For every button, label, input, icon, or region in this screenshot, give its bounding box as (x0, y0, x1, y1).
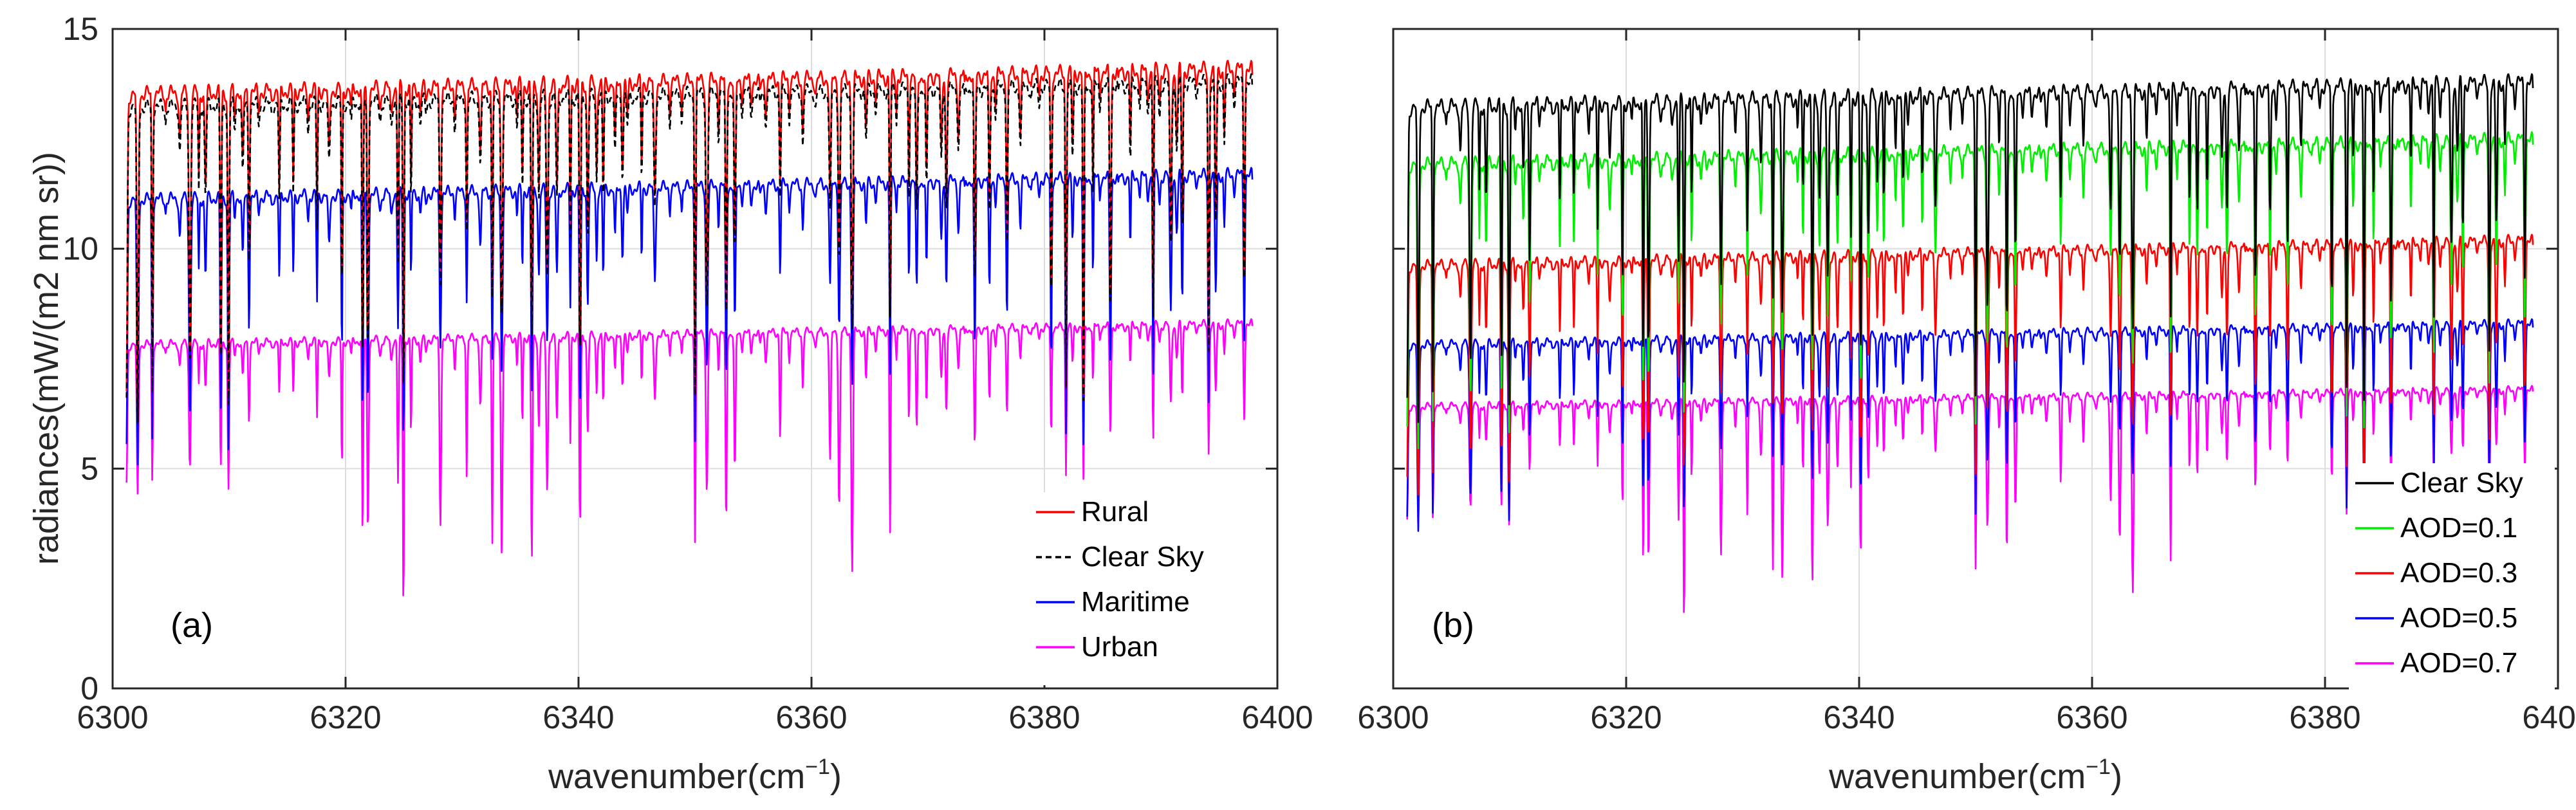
legend-label: Clear Sky (2400, 467, 2523, 499)
legend-box (2349, 463, 2555, 701)
legend-label: AOD=0.5 (2400, 602, 2517, 634)
series-line-clear-sky (125, 73, 1254, 423)
panel-b-x-axis-title: wavenumber(cm−1) (1828, 755, 2122, 796)
legend-label: Clear Sky (1081, 541, 1204, 573)
legend-box (1030, 492, 1268, 685)
legend-label: AOD=0.7 (2400, 647, 2517, 679)
x-tick-label: 6400 (2522, 699, 2576, 735)
y-tick-label: 10 (62, 231, 98, 267)
y-tick-label: 0 (80, 670, 98, 706)
panel-a-ticks (111, 28, 1279, 690)
panel-a-label: (a) (171, 606, 213, 645)
panel-b-label: (b) (1432, 606, 1474, 645)
panel-a-y-tick-labels: 0 5 10 15 (62, 11, 98, 706)
panel-a-y-axis-title: radiances(mW/(m2 nm sr)) (27, 152, 66, 565)
legend-label: AOD=0.1 (2400, 512, 2517, 544)
x-tick-label: 6400 (1241, 699, 1313, 735)
x-tick-label: 6320 (1590, 699, 1662, 735)
x-tick-label: 6360 (775, 699, 847, 735)
legend-label: AOD=0.3 (2400, 557, 2517, 589)
legend-label: Rural (1081, 496, 1149, 528)
panel-a-x-axis-title: wavenumber(cm−1) (548, 755, 842, 796)
x-tick-label: 6300 (1357, 699, 1429, 735)
y-tick-label: 15 (62, 11, 98, 47)
panel-b-x-tick-labels: 6300 6320 6340 6360 6380 6400 (1357, 699, 2576, 735)
x-tick-label: 6380 (1008, 699, 1080, 735)
series-line-clear-sky (1406, 73, 2534, 423)
x-tick-label: 6320 (310, 699, 381, 735)
legend-label: Urban (1081, 631, 1158, 663)
panel-a-x-tick-labels: 6300 6320 6340 6360 6380 6400 (77, 699, 1313, 735)
x-tick-label: 6300 (77, 699, 148, 735)
y-tick-label: 5 (80, 450, 98, 486)
panel-a: 0 5 10 15 6300 6320 6340 6360 6380 6400 wavenumb… (27, 11, 1313, 796)
x-tick-label: 6360 (2056, 699, 2127, 735)
panel-a-legend: Rural Clear Sky Maritime Urban (1030, 492, 1268, 685)
panel-b: 6300 6320 6340 6360 6380 6400 wavenumber(cm−1… (1357, 28, 2576, 796)
panel-a-series (125, 60, 1254, 596)
legend-label: Maritime (1081, 586, 1190, 618)
x-tick-label: 6340 (1823, 699, 1895, 735)
x-tick-label: 6380 (2289, 699, 2360, 735)
x-tick-label: 6340 (542, 699, 614, 735)
panel-b-series (1406, 73, 2534, 613)
panel-b-legend: Clear Sky AOD=0.1 AOD=0.3 AOD=0.5 AOD=0.7 (2349, 463, 2555, 701)
